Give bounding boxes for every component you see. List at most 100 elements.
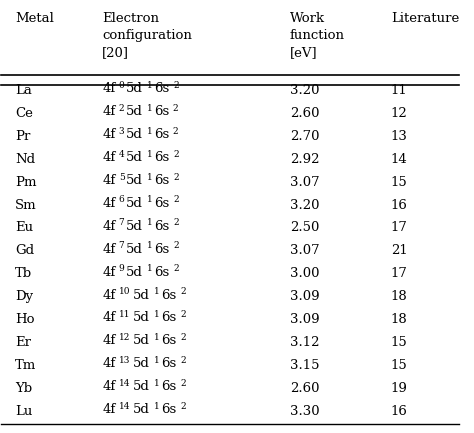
Text: 6s: 6s bbox=[154, 174, 170, 187]
Text: 2: 2 bbox=[180, 287, 186, 296]
Text: 2: 2 bbox=[180, 356, 186, 365]
Text: 5d: 5d bbox=[126, 197, 143, 210]
Text: 2: 2 bbox=[180, 333, 186, 342]
Text: 2: 2 bbox=[173, 241, 179, 250]
Text: 3.15: 3.15 bbox=[290, 359, 319, 372]
Text: 3.12: 3.12 bbox=[290, 336, 319, 349]
Text: 2.60: 2.60 bbox=[290, 107, 319, 120]
Text: 4f: 4f bbox=[102, 403, 115, 416]
Text: Gd: Gd bbox=[15, 244, 34, 257]
Text: Pm: Pm bbox=[15, 176, 36, 189]
Text: 2.60: 2.60 bbox=[290, 382, 319, 395]
Text: 7: 7 bbox=[118, 218, 125, 227]
Text: 4f: 4f bbox=[102, 265, 115, 278]
Text: 6s: 6s bbox=[161, 357, 176, 370]
Text: Work
function
[eV]: Work function [eV] bbox=[290, 12, 345, 59]
Text: Yb: Yb bbox=[15, 382, 32, 395]
Text: 6s: 6s bbox=[154, 242, 169, 255]
Text: 2: 2 bbox=[180, 402, 186, 411]
Text: 10: 10 bbox=[118, 287, 130, 296]
Text: 4f: 4f bbox=[102, 311, 115, 324]
Text: 1: 1 bbox=[147, 81, 153, 90]
Text: 5d: 5d bbox=[126, 82, 143, 95]
Text: 12: 12 bbox=[391, 107, 408, 120]
Text: 19: 19 bbox=[391, 382, 408, 395]
Text: 6s: 6s bbox=[161, 288, 176, 301]
Text: 6s: 6s bbox=[154, 197, 169, 210]
Text: 3.20: 3.20 bbox=[290, 84, 319, 97]
Text: Dy: Dy bbox=[15, 290, 33, 303]
Text: 2: 2 bbox=[173, 264, 179, 273]
Text: 5d: 5d bbox=[126, 151, 143, 164]
Text: 6s: 6s bbox=[154, 128, 169, 141]
Text: 1: 1 bbox=[154, 356, 160, 365]
Text: Lu: Lu bbox=[15, 405, 33, 418]
Text: 4f: 4f bbox=[102, 105, 115, 118]
Text: 6s: 6s bbox=[154, 265, 169, 278]
Text: 2: 2 bbox=[118, 103, 124, 113]
Text: 6s: 6s bbox=[161, 311, 176, 324]
Text: 4f: 4f bbox=[102, 82, 115, 95]
Text: 7: 7 bbox=[118, 241, 125, 250]
Text: 5d: 5d bbox=[126, 265, 143, 278]
Text: 2: 2 bbox=[173, 149, 179, 158]
Text: 6: 6 bbox=[118, 195, 125, 204]
Text: 13: 13 bbox=[391, 130, 408, 143]
Text: 2: 2 bbox=[173, 195, 179, 204]
Text: 5d: 5d bbox=[126, 174, 143, 187]
Text: 3.09: 3.09 bbox=[290, 313, 319, 326]
Text: 1: 1 bbox=[147, 241, 153, 250]
Text: 17: 17 bbox=[391, 267, 408, 280]
Text: 6s: 6s bbox=[161, 334, 176, 347]
Text: 4f: 4f bbox=[102, 151, 115, 164]
Text: 4f: 4f bbox=[102, 220, 115, 233]
Text: Tb: Tb bbox=[15, 267, 32, 280]
Text: 1: 1 bbox=[147, 195, 153, 204]
Text: 6s: 6s bbox=[154, 105, 169, 118]
Text: 3.30: 3.30 bbox=[290, 405, 319, 418]
Text: 1: 1 bbox=[154, 333, 160, 342]
Text: 1: 1 bbox=[154, 402, 160, 411]
Text: 15: 15 bbox=[391, 359, 408, 372]
Text: 5d: 5d bbox=[126, 220, 143, 233]
Text: Pr: Pr bbox=[15, 130, 30, 143]
Text: 18: 18 bbox=[391, 290, 408, 303]
Text: Electron
configuration
[20]: Electron configuration [20] bbox=[102, 12, 192, 59]
Text: 6s: 6s bbox=[161, 403, 176, 416]
Text: 2: 2 bbox=[173, 103, 179, 113]
Text: 18: 18 bbox=[391, 313, 408, 326]
Text: 4f: 4f bbox=[102, 128, 115, 141]
Text: Er: Er bbox=[15, 336, 31, 349]
Text: 5: 5 bbox=[118, 172, 125, 181]
Text: 15: 15 bbox=[391, 336, 408, 349]
Text: 11: 11 bbox=[391, 84, 408, 97]
Text: La: La bbox=[15, 84, 32, 97]
Text: 0: 0 bbox=[118, 81, 125, 90]
Text: 5d: 5d bbox=[133, 380, 150, 393]
Text: 4f: 4f bbox=[102, 197, 115, 210]
Text: 3.00: 3.00 bbox=[290, 267, 319, 280]
Text: 5d: 5d bbox=[133, 288, 150, 301]
Text: Metal: Metal bbox=[15, 12, 54, 25]
Text: 6s: 6s bbox=[154, 151, 169, 164]
Text: 14: 14 bbox=[391, 153, 408, 166]
Text: 6s: 6s bbox=[161, 380, 176, 393]
Text: 2.92: 2.92 bbox=[290, 153, 319, 166]
Text: 5d: 5d bbox=[133, 334, 150, 347]
Text: 1: 1 bbox=[154, 379, 160, 388]
Text: 1: 1 bbox=[147, 126, 153, 136]
Text: 17: 17 bbox=[391, 221, 408, 235]
Text: 2: 2 bbox=[173, 218, 179, 227]
Text: 21: 21 bbox=[391, 244, 408, 257]
Text: 1: 1 bbox=[147, 172, 153, 181]
Text: 14: 14 bbox=[118, 402, 130, 411]
Text: 1: 1 bbox=[147, 264, 153, 273]
Text: 16: 16 bbox=[391, 405, 408, 418]
Text: 1: 1 bbox=[147, 149, 153, 158]
Text: 4f: 4f bbox=[102, 242, 115, 255]
Text: 1: 1 bbox=[147, 103, 153, 113]
Text: 2.70: 2.70 bbox=[290, 130, 319, 143]
Text: 3.09: 3.09 bbox=[290, 290, 319, 303]
Text: 4: 4 bbox=[118, 149, 125, 158]
Text: 5d: 5d bbox=[126, 105, 143, 118]
